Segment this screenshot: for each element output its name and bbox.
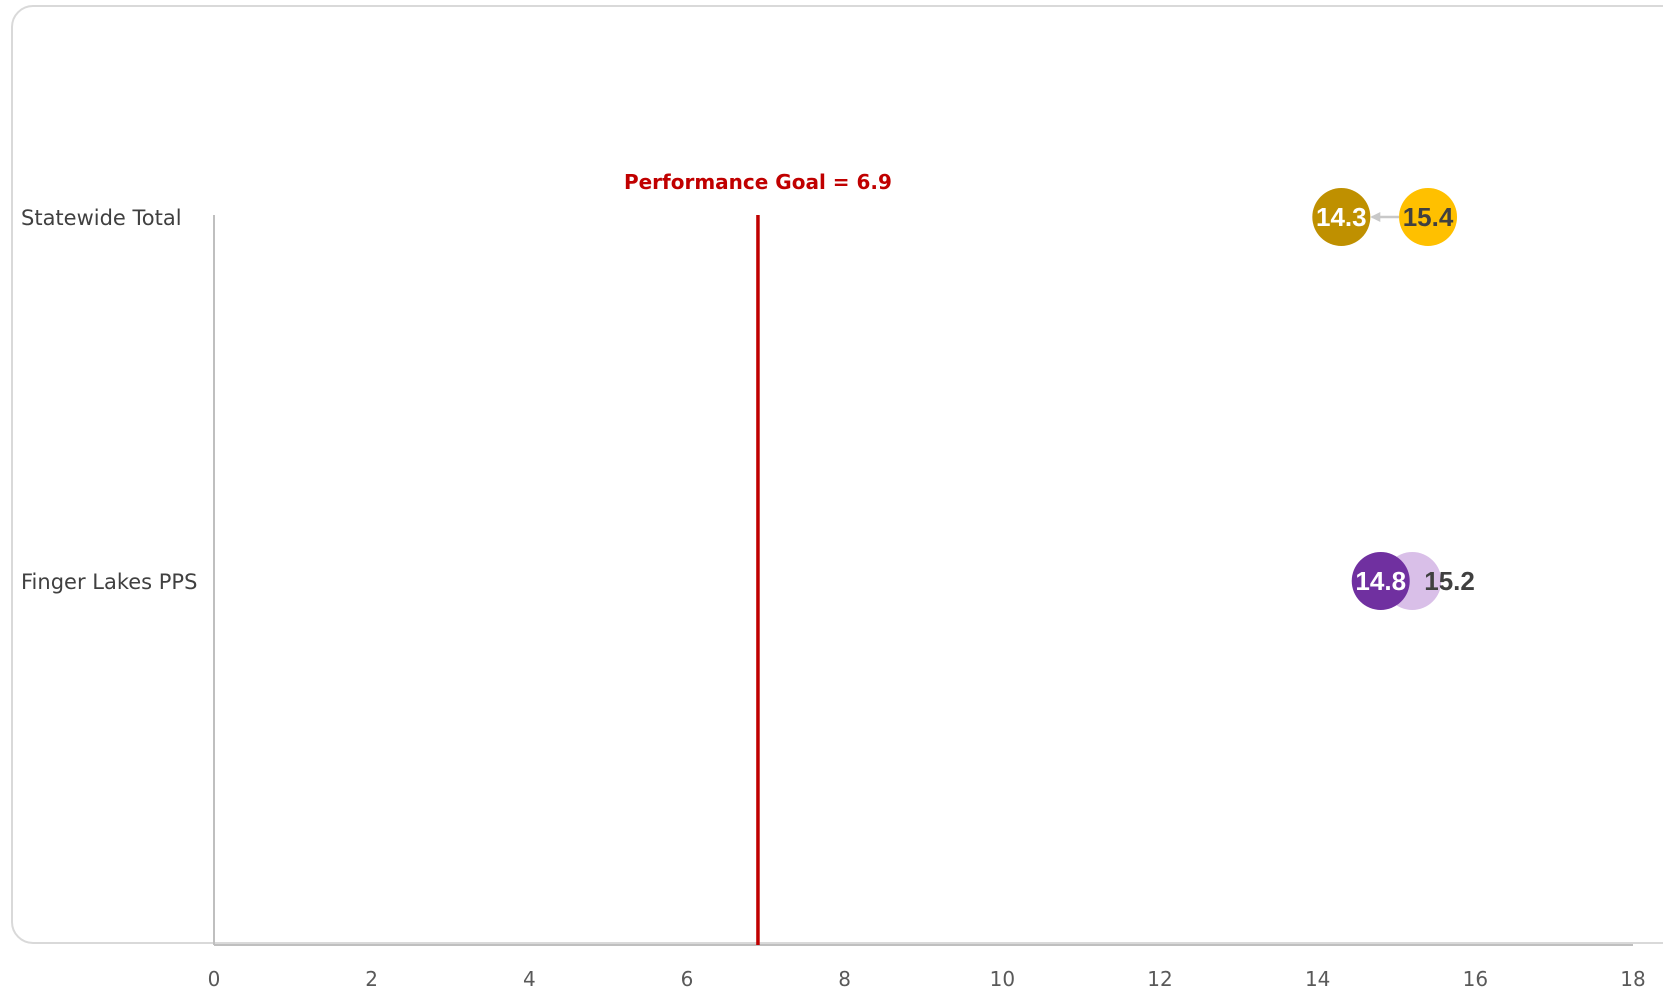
x-tick-label: 0	[208, 967, 221, 991]
axes-layer: 0 2 4 6 8 10 12 14 16 18 Statewide Total Finger Lak…	[21, 206, 1646, 991]
x-tick-label: 18	[1620, 967, 1645, 991]
x-tick-label: 14	[1305, 967, 1330, 991]
data-label-later: 14.8	[1355, 566, 1406, 596]
category-label: Finger Lakes PPS	[21, 570, 197, 594]
data-point-later	[1351, 552, 1410, 610]
x-tick-label: 16	[1463, 967, 1488, 991]
x-tick-label: 10	[990, 967, 1015, 991]
data-point-earlier	[1399, 188, 1458, 246]
data-point-later	[1312, 188, 1371, 246]
x-tick-label: 2	[365, 967, 378, 991]
chart-frame	[11, 5, 1663, 944]
x-tick-label: 12	[1147, 967, 1172, 991]
data-label-earlier: 15.2	[1424, 566, 1475, 596]
x-tick-label: 6	[681, 967, 694, 991]
dots-layer: 15.4 14.3 15.2 14.8	[1312, 188, 1475, 610]
category-label: Statewide Total	[21, 206, 182, 230]
x-tick-label: 4	[523, 967, 536, 991]
reference-layer: Performance Goal = 6.9	[624, 170, 892, 945]
performance-goal-label: Performance Goal = 6.9	[624, 170, 892, 194]
data-label-later: 14.3	[1316, 202, 1367, 232]
data-label-earlier: 15.4	[1403, 202, 1454, 232]
x-tick-label: 8	[838, 967, 851, 991]
